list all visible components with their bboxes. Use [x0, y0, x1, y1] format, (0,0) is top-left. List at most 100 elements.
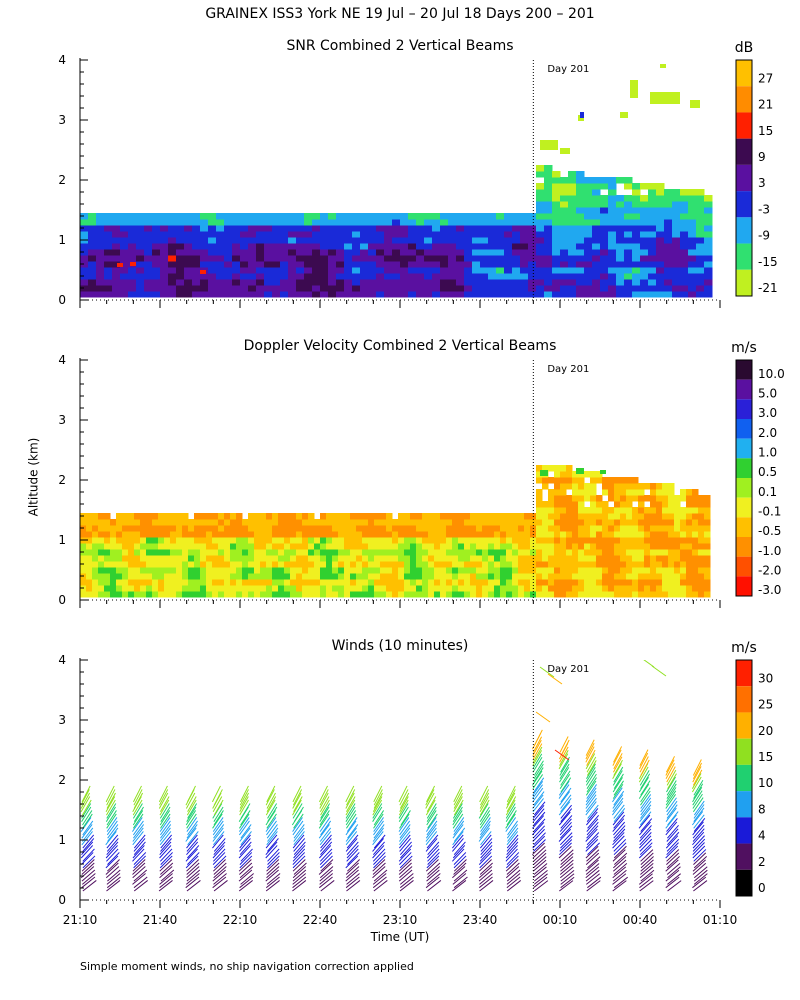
doppler-cell	[164, 561, 171, 568]
doppler-cell	[356, 531, 363, 538]
doppler-cell	[380, 567, 387, 574]
doppler-cell	[92, 573, 99, 580]
doppler-cell	[560, 501, 567, 508]
doppler-cell	[626, 549, 633, 556]
doppler-cell	[560, 573, 567, 580]
doppler-cell	[482, 549, 489, 556]
doppler-cell	[596, 555, 603, 562]
doppler-cell	[404, 525, 411, 532]
doppler-cell	[284, 555, 291, 562]
snr-cell	[96, 219, 105, 226]
colorbar-swatch	[736, 843, 752, 870]
snr-cell	[600, 285, 609, 292]
doppler-cell	[206, 525, 213, 532]
doppler-cell	[122, 567, 129, 574]
doppler-cell	[440, 525, 447, 532]
wind-barb	[186, 799, 197, 816]
doppler-cell	[644, 525, 651, 532]
wind-barb	[213, 866, 227, 879]
snr-cell	[144, 237, 153, 244]
doppler-cell	[146, 585, 153, 592]
snr-cell	[392, 261, 401, 268]
snr-cell	[184, 243, 193, 250]
snr-cell	[560, 261, 569, 268]
doppler-cell	[272, 525, 279, 532]
snr-cell	[584, 267, 593, 274]
wind-barb	[533, 791, 545, 806]
doppler-cell	[176, 537, 183, 544]
doppler-cell	[632, 591, 639, 598]
snr-cell	[344, 291, 353, 298]
doppler-cell	[314, 525, 321, 532]
doppler-cell	[662, 537, 669, 544]
snr-cell	[184, 267, 193, 274]
doppler-cell	[158, 513, 165, 520]
doppler-cell	[404, 543, 411, 550]
doppler-cell	[326, 561, 333, 568]
doppler-cell	[428, 561, 435, 568]
doppler-cell	[116, 591, 123, 598]
snr-cell	[304, 267, 313, 274]
doppler-cell	[326, 567, 333, 574]
wind-barb	[346, 873, 360, 885]
snr-cell	[690, 100, 700, 108]
doppler-cell	[140, 555, 147, 562]
snr-cell	[176, 243, 185, 250]
doppler-cell	[536, 525, 543, 532]
doppler-cell	[98, 549, 105, 556]
doppler-cell	[434, 543, 441, 550]
snr-cell	[664, 237, 673, 244]
doppler-cell	[470, 513, 477, 520]
doppler-cell	[446, 591, 453, 598]
snr-cell	[392, 285, 401, 292]
doppler-cell	[434, 573, 441, 580]
snr-cell	[544, 183, 553, 190]
wind-barb	[186, 862, 200, 875]
wind-barb	[105, 796, 116, 813]
snr-cell	[200, 219, 209, 226]
doppler-cell	[554, 555, 561, 562]
snr-cell	[536, 255, 545, 262]
doppler-cell	[416, 573, 423, 580]
doppler-cell	[374, 561, 381, 568]
wind-barb	[640, 856, 654, 869]
snr-cell	[576, 273, 585, 280]
snr-cell	[488, 279, 497, 286]
snr-cell	[288, 231, 297, 238]
doppler-cell	[332, 585, 339, 592]
wind-barb	[398, 827, 411, 842]
doppler-cell	[134, 579, 141, 586]
doppler-cell	[290, 567, 297, 574]
snr-cell	[160, 243, 169, 250]
doppler-cell	[572, 561, 579, 568]
doppler-cell	[512, 573, 519, 580]
snr-cell	[232, 285, 241, 292]
doppler-cell	[632, 519, 639, 526]
doppler-cell	[590, 519, 597, 526]
snr-cell	[528, 267, 537, 274]
snr-cell	[576, 267, 585, 274]
doppler-cell	[332, 543, 339, 550]
doppler-cell	[578, 555, 585, 562]
snr-cell	[328, 279, 337, 286]
doppler-cell	[242, 537, 249, 544]
panel-axes	[79, 358, 753, 608]
doppler-cell	[632, 579, 639, 586]
wind-barb	[185, 810, 197, 826]
doppler-cell	[374, 543, 381, 550]
doppler-cell	[524, 543, 531, 550]
doppler-cell	[98, 537, 105, 544]
snr-cell	[208, 243, 217, 250]
doppler-cell	[668, 495, 675, 502]
doppler-cell	[626, 585, 633, 592]
doppler-cell	[560, 543, 567, 550]
snr-cell	[368, 243, 377, 250]
doppler-cell	[512, 543, 519, 550]
snr-cell	[688, 243, 697, 250]
doppler-cell	[614, 567, 621, 574]
doppler-cell	[614, 585, 621, 592]
wind-barb	[692, 762, 703, 780]
snr-cell	[456, 225, 465, 232]
doppler-cell	[458, 543, 465, 550]
wind-barb	[613, 863, 628, 875]
